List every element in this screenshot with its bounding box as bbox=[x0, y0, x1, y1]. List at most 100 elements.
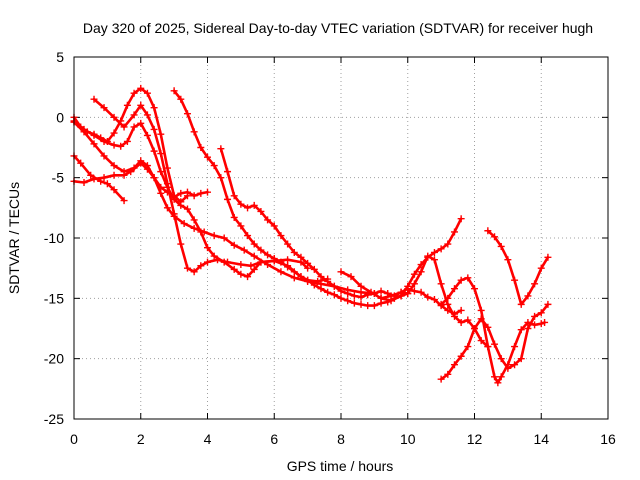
data-point bbox=[317, 273, 325, 281]
data-point bbox=[537, 309, 545, 317]
data-point bbox=[224, 168, 232, 176]
x-tick-label: 0 bbox=[70, 431, 78, 447]
data-point bbox=[424, 252, 432, 260]
x-tick-label: 2 bbox=[137, 431, 145, 447]
data-point bbox=[424, 293, 432, 301]
data-point bbox=[277, 232, 285, 240]
data-point bbox=[464, 274, 472, 282]
data-point bbox=[324, 288, 332, 296]
data-point bbox=[270, 222, 278, 230]
x-tick-label: 8 bbox=[337, 431, 345, 447]
data-point bbox=[80, 128, 88, 136]
data-point bbox=[143, 131, 151, 139]
data-point bbox=[190, 128, 198, 136]
data-point bbox=[517, 355, 525, 363]
data-point bbox=[100, 104, 108, 112]
data-point bbox=[90, 140, 98, 148]
data-point bbox=[150, 174, 158, 182]
data-point bbox=[524, 292, 532, 300]
data-point bbox=[310, 281, 318, 289]
data-point bbox=[437, 375, 445, 383]
data-point bbox=[437, 245, 445, 253]
data-point bbox=[494, 379, 502, 387]
data-point bbox=[450, 361, 458, 369]
data-point bbox=[471, 285, 478, 293]
data-point bbox=[244, 273, 252, 281]
data-point bbox=[430, 256, 438, 264]
data-point bbox=[491, 233, 499, 241]
data-point bbox=[464, 316, 472, 324]
data-point bbox=[357, 293, 365, 301]
data-point bbox=[377, 287, 385, 295]
data-point bbox=[117, 142, 125, 150]
data-point bbox=[531, 280, 539, 288]
data-point bbox=[237, 261, 245, 269]
data-point bbox=[204, 188, 211, 196]
data-point bbox=[404, 290, 412, 298]
data-point bbox=[150, 125, 158, 133]
data-point bbox=[130, 111, 138, 119]
data-point bbox=[130, 164, 138, 172]
data-point bbox=[317, 285, 325, 293]
data-point bbox=[90, 95, 98, 103]
y-axis-label: SDTVAR / TECUs bbox=[6, 182, 22, 294]
data-point bbox=[110, 113, 118, 121]
data-point bbox=[377, 294, 385, 302]
data-point bbox=[177, 189, 185, 197]
data-point bbox=[517, 300, 525, 308]
data-point bbox=[247, 262, 255, 270]
data-point bbox=[297, 253, 305, 261]
data-point bbox=[170, 212, 178, 220]
data-point bbox=[491, 340, 499, 348]
data-point bbox=[491, 373, 499, 381]
data-point bbox=[220, 258, 228, 266]
data-point bbox=[430, 296, 438, 304]
y-tick-label: -25 bbox=[44, 411, 64, 427]
data-point bbox=[417, 268, 425, 276]
data-point bbox=[237, 270, 245, 278]
x-axis-label: GPS time / hours bbox=[287, 458, 394, 474]
data-point bbox=[297, 273, 305, 281]
data-point bbox=[210, 162, 218, 170]
data-point bbox=[471, 325, 478, 332]
data-point bbox=[244, 204, 252, 212]
data-point bbox=[157, 150, 165, 158]
data-point bbox=[150, 147, 158, 155]
data-point bbox=[197, 144, 205, 151]
data-point bbox=[77, 159, 85, 167]
data-point bbox=[324, 277, 332, 285]
data-point bbox=[157, 130, 165, 138]
data-point bbox=[511, 276, 519, 284]
data-point bbox=[284, 240, 292, 248]
data-point bbox=[183, 205, 191, 213]
data-point bbox=[350, 292, 358, 300]
data-point bbox=[357, 282, 365, 290]
data-point bbox=[457, 306, 465, 314]
data-point bbox=[80, 178, 88, 186]
data-point bbox=[100, 152, 108, 160]
data-point bbox=[304, 276, 312, 284]
data-point bbox=[544, 300, 552, 308]
data-point bbox=[90, 131, 98, 139]
data-point bbox=[143, 111, 151, 119]
data-point bbox=[130, 89, 138, 97]
data-point bbox=[157, 168, 165, 176]
data-point bbox=[197, 262, 205, 270]
data-point bbox=[257, 246, 265, 254]
data-point bbox=[330, 291, 338, 299]
data-point bbox=[110, 129, 118, 137]
data-point bbox=[123, 137, 131, 145]
data-point bbox=[123, 101, 131, 109]
plot-area bbox=[70, 84, 552, 387]
data-point bbox=[87, 171, 95, 179]
data-point bbox=[190, 216, 198, 224]
series-trace bbox=[486, 229, 550, 306]
data-point bbox=[100, 174, 108, 182]
y-tick-label: -10 bbox=[44, 230, 64, 246]
data-point bbox=[477, 337, 485, 345]
data-point bbox=[477, 306, 485, 314]
data-point bbox=[484, 227, 492, 235]
data-point bbox=[284, 263, 292, 271]
data-point bbox=[200, 228, 208, 236]
